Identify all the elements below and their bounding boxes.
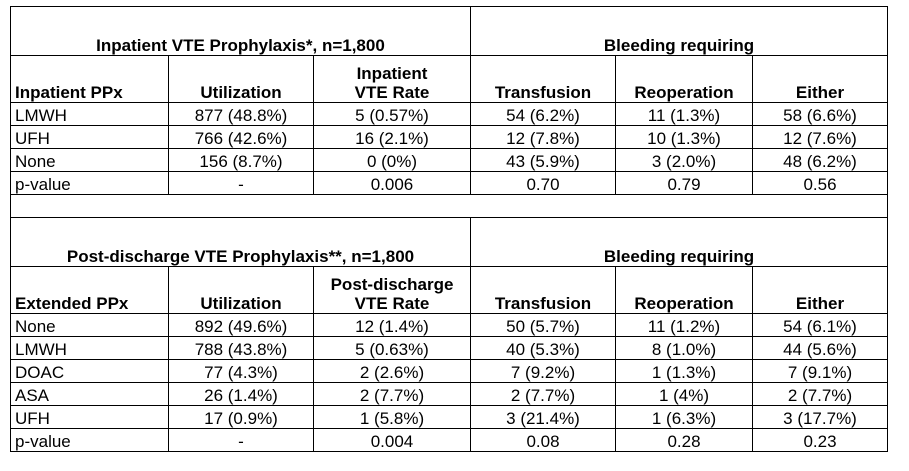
table-cell: 892 (49.6%)	[168, 313, 314, 337]
table-body: Inpatient VTE Prophylaxis*, n=1,800 Bleed…	[10, 6, 888, 452]
table-cell: 156 (8.7%)	[168, 148, 314, 172]
postdischarge-bleeding-header: Bleeding requiring	[470, 217, 888, 267]
postdischarge-title-row: Post-discharge VTE Prophylaxis**, n=1,80…	[10, 217, 888, 267]
table-cell: 7 (9.1%)	[752, 359, 888, 383]
table-cell: 12 (7.8%)	[470, 125, 616, 149]
row-label: LMWH	[10, 102, 169, 126]
row-label: UFH	[10, 405, 169, 429]
inpatient-table-row: UFH 766 (42.6%) 16 (2.1%) 12 (7.8%) 10 (1.3%…	[10, 125, 888, 149]
row-label: None	[10, 148, 169, 172]
table-cell: 58 (6.6%)	[752, 102, 888, 126]
table-cell: 2 (2.6%)	[313, 359, 471, 383]
row-label: ASA	[10, 382, 169, 406]
postdischarge-header-col-utilization: Utilization	[168, 266, 314, 314]
table-cell: 788 (43.8%)	[168, 336, 314, 360]
table-cell: 2 (7.7%)	[313, 382, 471, 406]
postdischarge-header-row: Extended PPx Utilization Post-discharge VTE…	[10, 266, 888, 314]
table-cell: 2 (7.7%)	[470, 382, 616, 406]
table-cell: 2 (7.7%)	[752, 382, 888, 406]
table-cell: 1 (1.3%)	[615, 359, 753, 383]
table-cell: 766 (42.6%)	[168, 125, 314, 149]
postdischarge-header-col-transfusion: Transfusion	[470, 266, 616, 314]
row-label: UFH	[10, 125, 169, 149]
postdischarge-table-row: None 892 (49.6%) 12 (1.4%) 50 (5.7%) 11 (1.2…	[10, 313, 888, 337]
table-cell: 12 (1.4%)	[313, 313, 471, 337]
postdischarge-header-col-vte-rate: Post-discharge VTE Rate	[313, 266, 471, 314]
inpatient-header-row: Inpatient PPx Utilization Inpatient VTE Rat…	[10, 55, 888, 103]
inpatient-header-col-ppx: Inpatient PPx	[10, 55, 169, 103]
table-cell: 43 (5.9%)	[470, 148, 616, 172]
table-cell: -	[168, 428, 314, 452]
inpatient-header-col-vte-rate: Inpatient VTE Rate	[313, 55, 471, 103]
inpatient-header-col-either: Either	[752, 55, 888, 103]
postdischarge-table-row: LMWH 788 (43.8%) 5 (0.63%) 40 (5.3%) 8 (1.0%…	[10, 336, 888, 360]
row-label: DOAC	[10, 359, 169, 383]
postdischarge-header-col-either: Either	[752, 266, 888, 314]
table-cell: -	[168, 171, 314, 195]
inpatient-title: Inpatient VTE Prophylaxis*, n=1,800	[10, 6, 471, 56]
table-cell: 44 (5.6%)	[752, 336, 888, 360]
inpatient-header-col-transfusion: Transfusion	[470, 55, 616, 103]
table-cell: 26 (1.4%)	[168, 382, 314, 406]
postdischarge-table-row: ASA 26 (1.4%) 2 (7.7%) 2 (7.7%) 1 (4%) 2 (7.7…	[10, 382, 888, 406]
table-cell: 1 (6.3%)	[615, 405, 753, 429]
postdischarge-table-row: UFH 17 (0.9%) 1 (5.8%) 3 (21.4%) 1 (6.3%) 3 (…	[10, 405, 888, 429]
table-cell: 3 (2.0%)	[615, 148, 753, 172]
table-cell: 0 (0%)	[313, 148, 471, 172]
inpatient-title-row: Inpatient VTE Prophylaxis*, n=1,800 Bleed…	[10, 6, 888, 56]
table-cell: 0.006	[313, 171, 471, 195]
table-cell: 7 (9.2%)	[470, 359, 616, 383]
table-cell: 877 (48.8%)	[168, 102, 314, 126]
vte-prophylaxis-table: Inpatient VTE Prophylaxis*, n=1,800 Bleed…	[10, 6, 888, 452]
table-cell: 0.28	[615, 428, 753, 452]
table-cell: 5 (0.57%)	[313, 102, 471, 126]
table-cell: 0.70	[470, 171, 616, 195]
postdischarge-table-row: p-value -0.004 0.08 0.28 0.23	[10, 428, 888, 452]
inpatient-bleeding-header: Bleeding requiring	[470, 6, 888, 56]
row-label: p-value	[10, 171, 169, 195]
table-cell: 17 (0.9%)	[168, 405, 314, 429]
table-cell: 0.79	[615, 171, 753, 195]
section-spacer-row	[10, 194, 888, 218]
table-cell: 3 (17.7%)	[752, 405, 888, 429]
inpatient-header-col-utilization: Utilization	[168, 55, 314, 103]
table-cell: 50 (5.7%)	[470, 313, 616, 337]
inpatient-header-col-reoperation: Reoperation	[615, 55, 753, 103]
postdischarge-table-row: DOAC 77 (4.3%) 2 (2.6%) 7 (9.2%) 1 (1.3%) 7 (…	[10, 359, 888, 383]
inpatient-table-row: p-value -0.006 0.70 0.79 0.56	[10, 171, 888, 195]
table-cell: 0.004	[313, 428, 471, 452]
table-cell: 77 (4.3%)	[168, 359, 314, 383]
postdischarge-title: Post-discharge VTE Prophylaxis**, n=1,80…	[10, 217, 471, 267]
spacer-cell	[10, 194, 888, 218]
table-cell: 1 (4%)	[615, 382, 753, 406]
row-label: None	[10, 313, 169, 337]
table-cell: 48 (6.2%)	[752, 148, 888, 172]
table-cell: 54 (6.1%)	[752, 313, 888, 337]
table-cell: 8 (1.0%)	[615, 336, 753, 360]
table-cell: 0.08	[470, 428, 616, 452]
table-cell: 0.56	[752, 171, 888, 195]
postdischarge-header-col-ppx: Extended PPx	[10, 266, 169, 314]
postdischarge-header-col-reoperation: Reoperation	[615, 266, 753, 314]
row-label: LMWH	[10, 336, 169, 360]
table-cell: 10 (1.3%)	[615, 125, 753, 149]
table-cell: 16 (2.1%)	[313, 125, 471, 149]
row-label: p-value	[10, 428, 169, 452]
table-cell: 0.23	[752, 428, 888, 452]
table-cell: 3 (21.4%)	[470, 405, 616, 429]
table-cell: 1 (5.8%)	[313, 405, 471, 429]
table-cell: 11 (1.2%)	[615, 313, 753, 337]
inpatient-table-row: LMWH 877 (48.8%) 5 (0.57%) 54 (6.2%) 11 (1.3…	[10, 102, 888, 126]
table-cell: 11 (1.3%)	[615, 102, 753, 126]
table-cell: 54 (6.2%)	[470, 102, 616, 126]
inpatient-table-row: None 156 (8.7%) 0 (0%) 43 (5.9%) 3 (2.0%) 48 …	[10, 148, 888, 172]
table-cell: 12 (7.6%)	[752, 125, 888, 149]
table-cell: 40 (5.3%)	[470, 336, 616, 360]
table-cell: 5 (0.63%)	[313, 336, 471, 360]
